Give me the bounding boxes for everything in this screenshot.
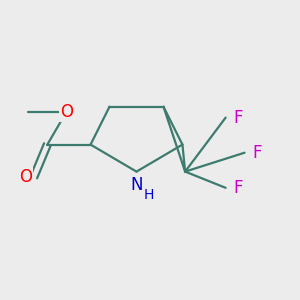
Text: O: O (19, 168, 32, 186)
Text: F: F (253, 144, 262, 162)
Text: H: H (143, 188, 154, 202)
Text: O: O (60, 103, 73, 121)
Text: F: F (234, 109, 243, 127)
Text: N: N (130, 176, 143, 194)
Text: F: F (234, 179, 243, 197)
